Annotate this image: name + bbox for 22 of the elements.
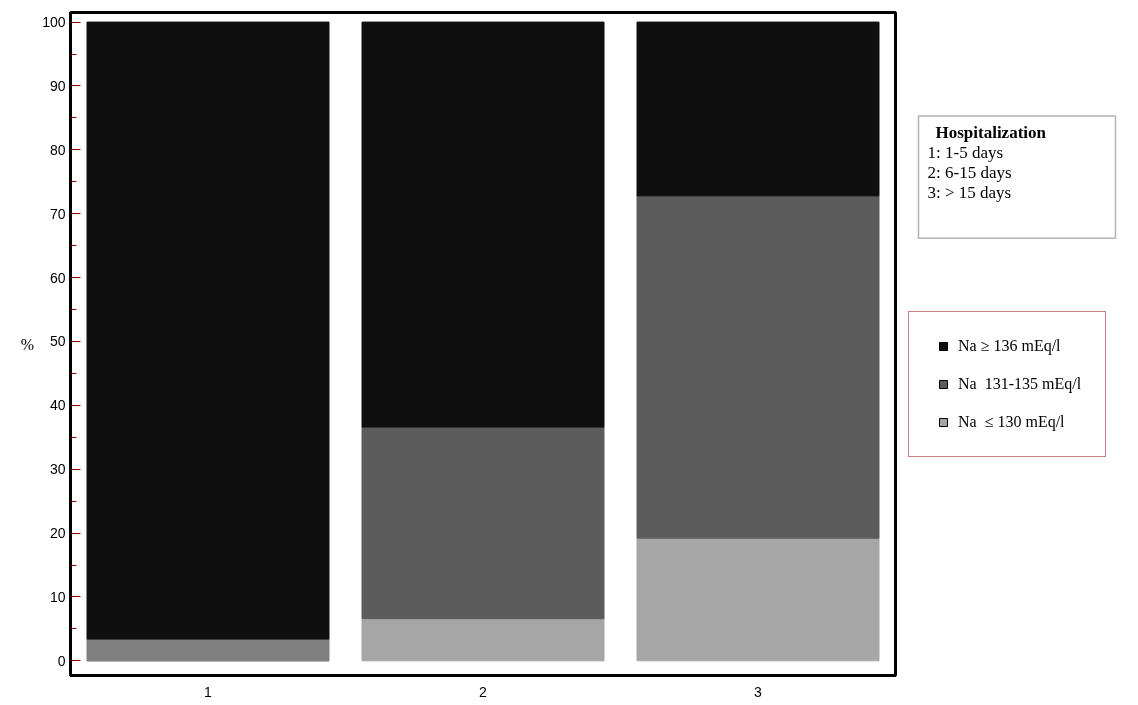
text: Hospitalization — [935, 123, 1047, 143]
y-tick-label: 80 — [49, 141, 66, 158]
x-tick-label: 3 — [754, 683, 763, 700]
y-tick-label: 0 — [57, 652, 66, 669]
y-tick-label: 50 — [49, 333, 66, 350]
y-tick-label: 90 — [49, 77, 66, 94]
x-tick-label: 1 — [204, 683, 213, 700]
legend-label: Na 131-135 mEq/l — [958, 375, 1082, 393]
y-tick-label: 10 — [49, 588, 66, 605]
y-tick-label: 60 — [49, 269, 66, 286]
text: 2: 6-15 days — [927, 162, 1012, 182]
legend-label: Na ≤ 130 mEq/l — [958, 413, 1065, 431]
text: 1: 1-5 days — [927, 143, 1004, 163]
text: 3: > 15 days — [927, 182, 1012, 202]
y-tick-label: 70 — [49, 205, 66, 222]
y-tick-label: 40 — [49, 397, 66, 414]
legend-label: Na ≥ 136 mEq/l — [958, 337, 1061, 355]
y-tick-label: 20 — [49, 525, 66, 542]
y-tick-label: 30 — [49, 461, 66, 478]
y-axis-title: % — [20, 335, 35, 353]
y-tick-label: 100 — [42, 14, 66, 31]
x-tick-label: 2 — [479, 683, 488, 700]
